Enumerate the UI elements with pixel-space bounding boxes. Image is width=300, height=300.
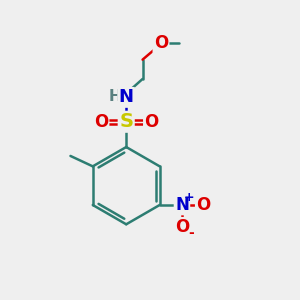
Text: O: O bbox=[144, 113, 159, 131]
Text: -: - bbox=[189, 226, 194, 240]
Text: N: N bbox=[119, 88, 134, 106]
Text: O: O bbox=[154, 34, 168, 52]
Text: S: S bbox=[119, 112, 133, 131]
Text: O: O bbox=[175, 218, 189, 236]
Text: H: H bbox=[109, 89, 121, 104]
Text: O: O bbox=[196, 196, 211, 214]
Text: O: O bbox=[94, 113, 108, 131]
Text: N: N bbox=[175, 196, 189, 214]
Text: +: + bbox=[184, 191, 194, 204]
